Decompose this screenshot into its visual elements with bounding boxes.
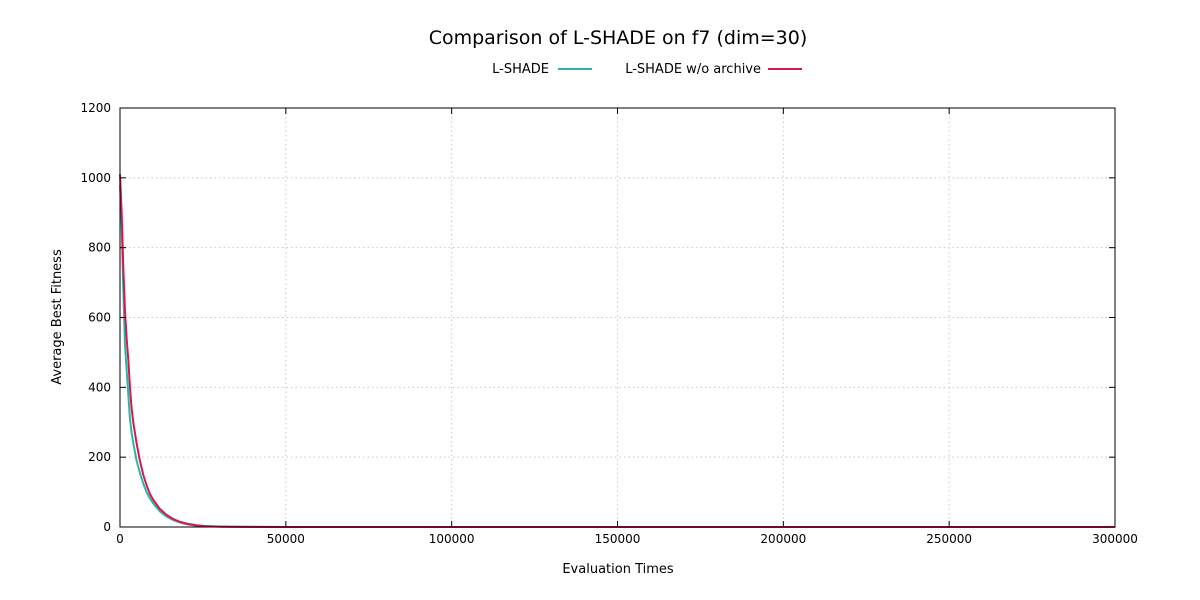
y-tick-label: 800	[88, 241, 111, 255]
x-tick-label: 300000	[1092, 532, 1138, 546]
series-lshade-no-archive-line	[119, 174, 1115, 528]
x-tick-label: 0	[116, 532, 124, 546]
x-tick-label: 150000	[595, 532, 641, 546]
y-tick-label: 1200	[80, 101, 111, 115]
grid	[120, 108, 1115, 527]
x-tick-label: 250000	[926, 532, 972, 546]
chart-title: Comparison of L-SHADE on f7 (dim=30)	[429, 27, 808, 49]
legend-label-lshade-no-archive: L-SHADE w/o archive	[625, 62, 761, 77]
y-tick-label: 1000	[80, 171, 111, 185]
y-tick-label: 200	[88, 450, 111, 464]
x-tick-label: 200000	[760, 532, 806, 546]
x-tick-label: 50000	[267, 532, 305, 546]
x-tick-label: 100000	[429, 532, 475, 546]
ticks: 0 50000 100000 150000 200000 250000 300000 0 200…	[80, 101, 1137, 546]
y-axis-label: Average Best Fitness	[50, 249, 65, 385]
legend-label-lshade: L-SHADE	[492, 62, 549, 77]
y-tick-label: 400	[88, 380, 111, 394]
y-tick-label: 600	[88, 311, 111, 325]
series-layer	[119, 174, 1115, 528]
legend: L-SHADE L-SHADE w/o archive	[492, 62, 802, 77]
x-axis-label: Evaluation Times	[562, 562, 674, 577]
y-tick-label: 0	[103, 520, 111, 534]
